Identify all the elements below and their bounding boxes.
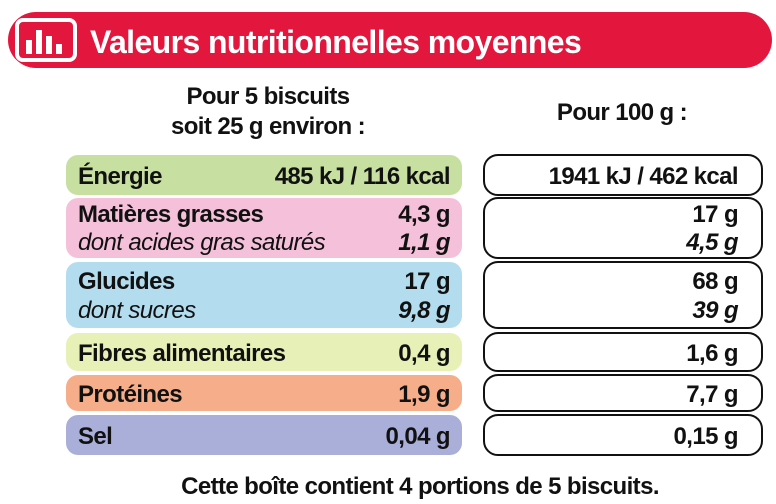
row-bg — [66, 415, 462, 455]
portion-value: 9,8 g — [398, 297, 451, 324]
row-box — [483, 414, 763, 456]
row-label: Sel — [78, 423, 112, 450]
per100-value: 68 g — [692, 268, 738, 295]
icon — [15, 18, 77, 62]
portion-value: 485 kJ / 116 kcal — [275, 163, 450, 190]
per100-value: 1941 kJ / 462 kcal — [549, 163, 738, 190]
row-label: Protéines — [78, 381, 182, 408]
portion-value: 0,04 g — [386, 423, 450, 450]
row-bg — [66, 262, 462, 328]
header-band — [8, 12, 772, 68]
row-box — [483, 154, 763, 196]
row-label: Matières grasses — [78, 201, 263, 228]
sub-label: dont acides gras saturés — [78, 229, 326, 256]
per100-value: 39 g — [692, 297, 739, 324]
row-label: Fibres alimentaires — [78, 340, 286, 367]
row-bg — [66, 155, 462, 195]
row-box — [483, 197, 763, 259]
row-box — [483, 261, 763, 329]
per100-value: 1,6 g — [686, 340, 738, 367]
row-bg — [66, 198, 462, 258]
title: Valeurs nutritionnelles moyennes — [90, 24, 581, 60]
per100-value: 0,15 g — [674, 423, 738, 450]
row-label: Glucides — [78, 268, 175, 295]
column-header: Pour 5 biscuits — [186, 83, 349, 110]
footer: Cette boîte contient 4 portions de 5 bis… — [181, 473, 659, 500]
row-bg — [66, 375, 462, 411]
column-header: soit 25 g environ : — [171, 113, 365, 140]
row-bg — [66, 333, 462, 371]
sub-label: dont sucres — [78, 297, 196, 324]
portion-value: 4,3 g — [398, 201, 450, 228]
per100-value: 4,5 g — [685, 229, 739, 256]
per100-value: 7,7 g — [686, 381, 738, 408]
per100-value: 17 g — [692, 201, 738, 228]
column-header: Pour 100 g : — [557, 99, 687, 126]
portion-value: 0,4 g — [398, 340, 450, 367]
row-label: Énergie — [78, 162, 162, 190]
row-box — [483, 374, 763, 412]
portion-value: 1,1 g — [398, 229, 451, 256]
row-box — [483, 332, 763, 372]
portion-value: 1,9 g — [398, 381, 450, 408]
portion-value: 17 g — [404, 268, 450, 295]
